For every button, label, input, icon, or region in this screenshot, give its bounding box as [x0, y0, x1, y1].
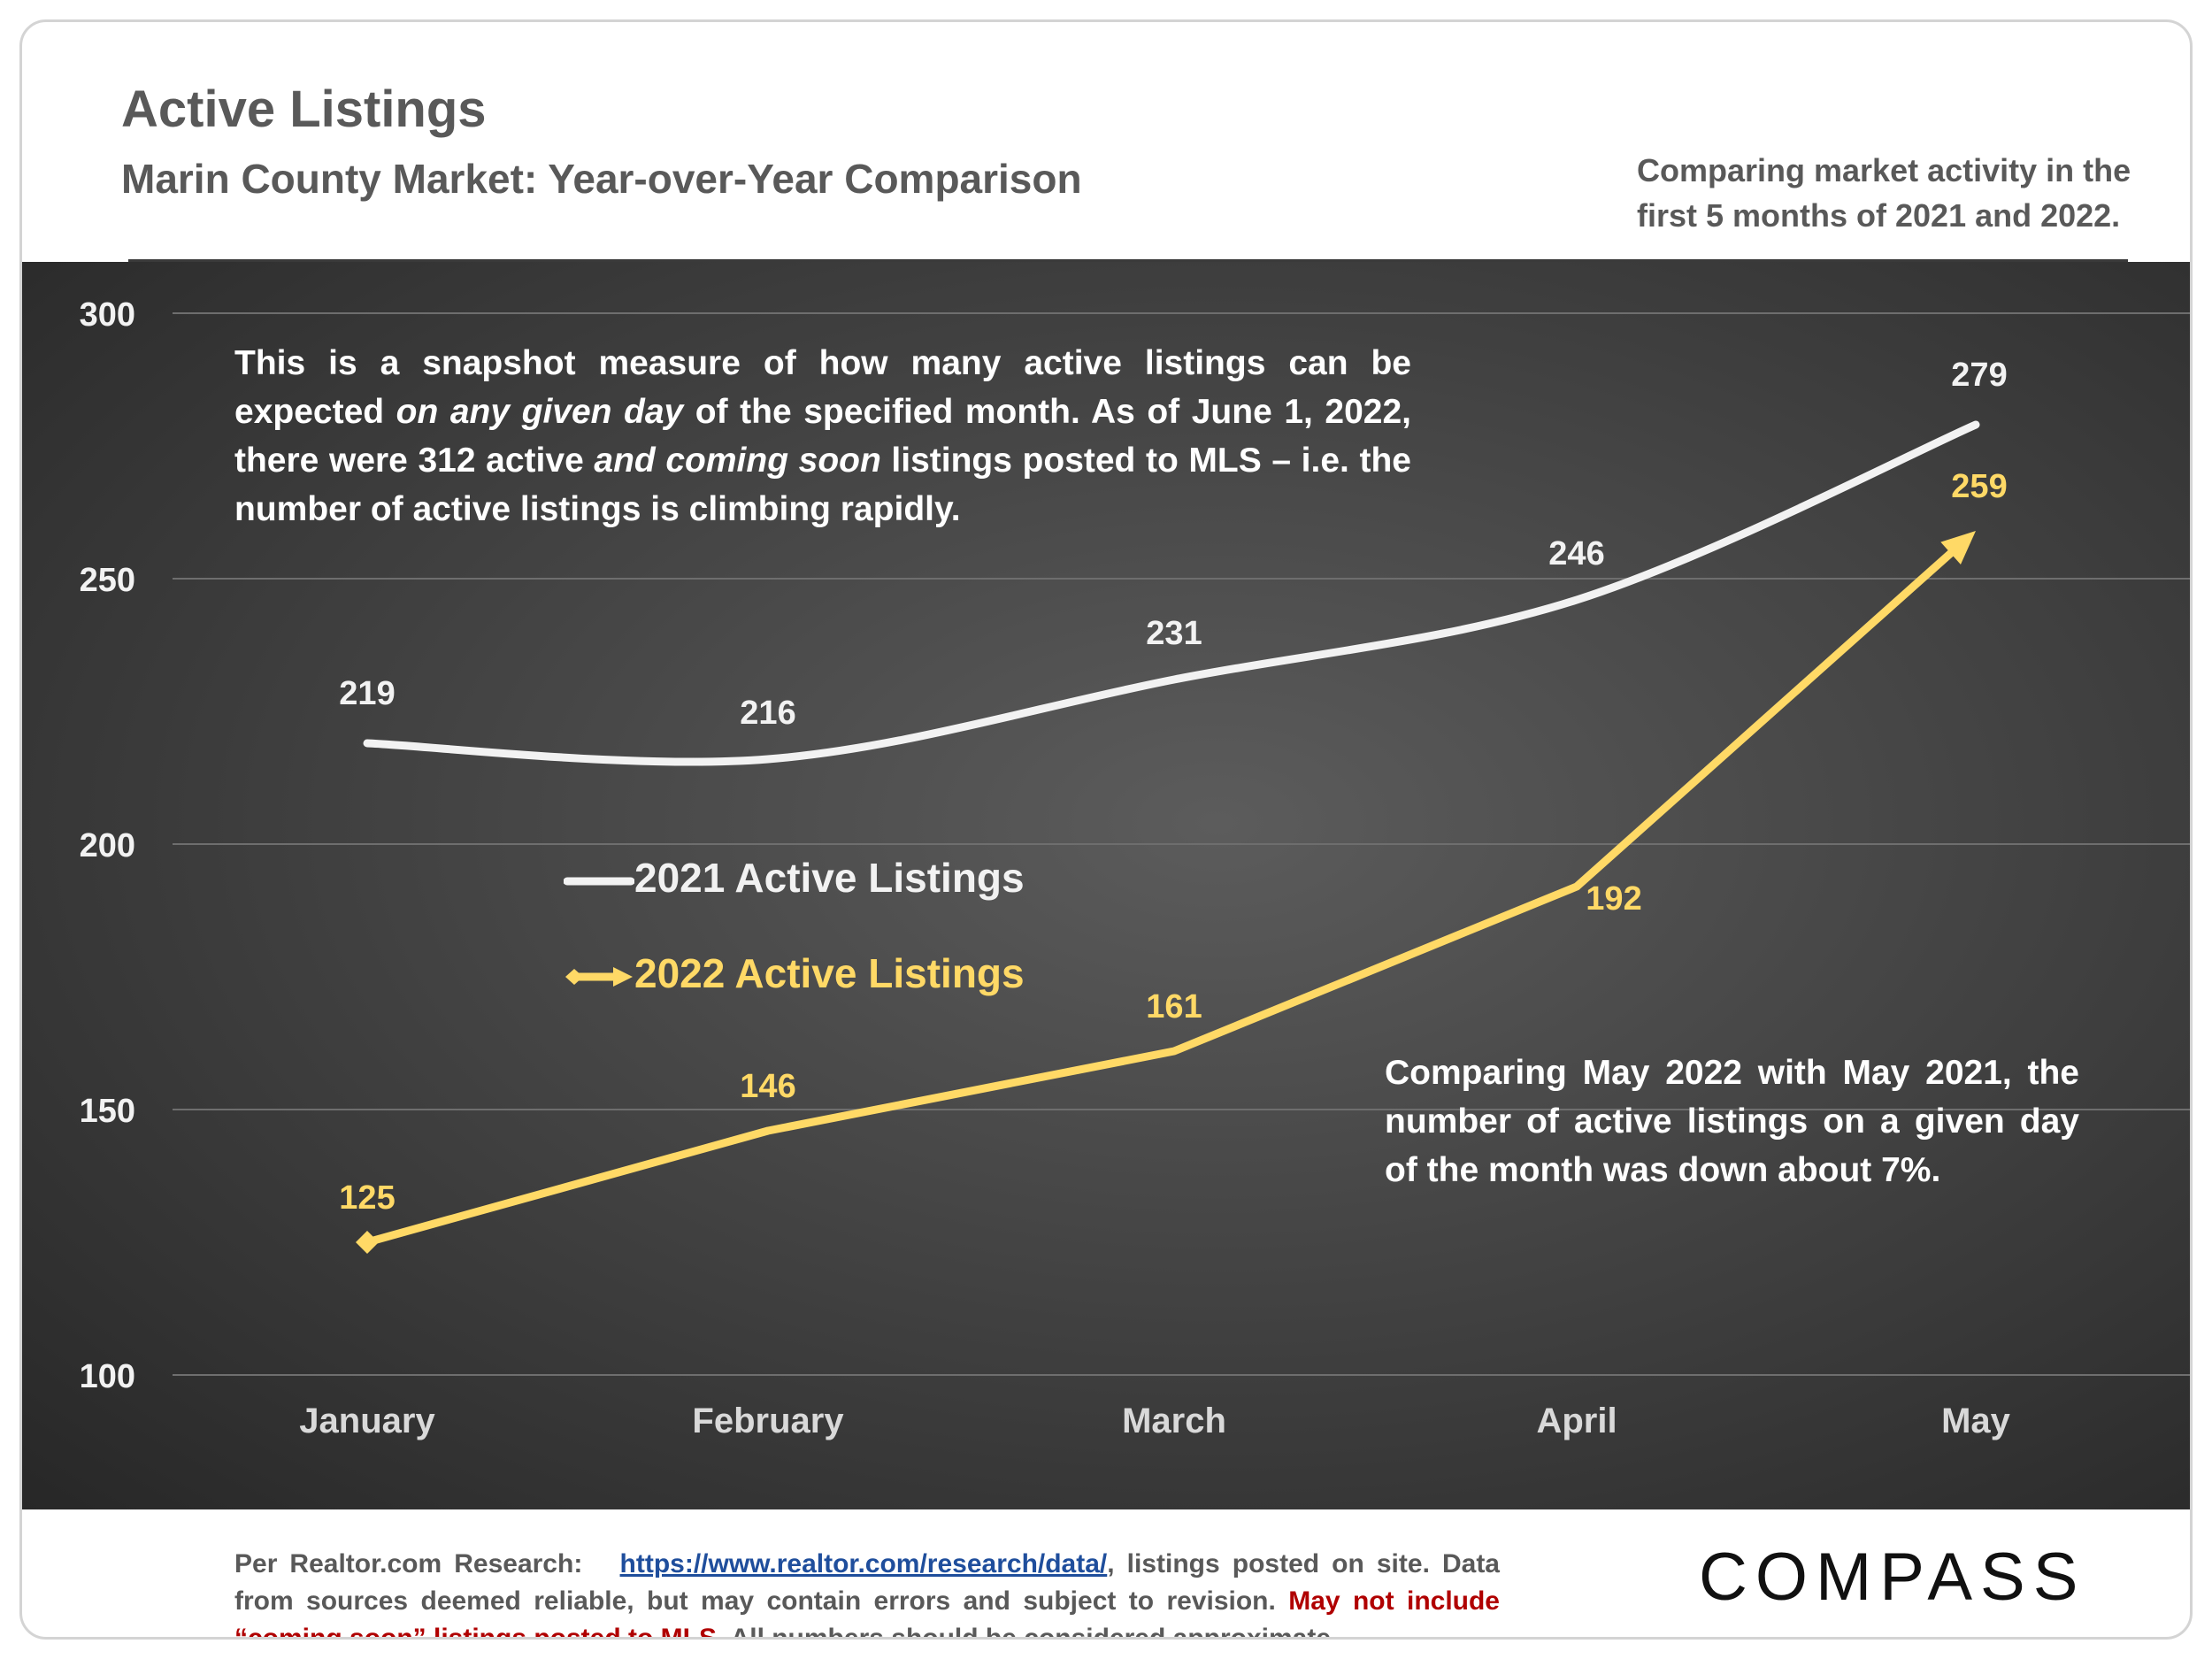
series-arrowhead-2022	[1940, 531, 1976, 565]
data-label-2022-february: 146	[740, 1068, 795, 1105]
snapshot-text-3: of the specified month. As of June 1, 20…	[234, 393, 1411, 480]
series-line-2021	[363, 420, 1980, 766]
legend-item-2021: 2021 Active Listings	[563, 855, 1025, 902]
page-title: Active Listings	[121, 81, 487, 138]
snapshot-text-1: This is a snapshot measure of how many a…	[234, 344, 1411, 431]
legend-label-2021: 2021 Active Listings	[634, 855, 1025, 901]
data-label-2021-january: 219	[339, 675, 395, 712]
line-chart: 100 150 200 250 300 January February March April…	[80, 296, 2190, 1440]
x-tick-label-april: April	[1536, 1402, 1617, 1440]
compass-logo: COMPASS	[1699, 1540, 2086, 1615]
snapshot-text-4: and coming soon	[594, 442, 881, 480]
data-label-2021-april: 246	[1548, 535, 1604, 572]
snapshot-text-2: on any given day	[396, 393, 684, 431]
data-label-2022-march: 161	[1146, 988, 1202, 1025]
source-lead: Per Realtor.com Research:	[234, 1549, 583, 1578]
source-link[interactable]: https://www.realtor.com/research/data/	[619, 1549, 1108, 1578]
chart-frame: Active Listings Marin County Market: Yea…	[19, 19, 2193, 1640]
source-note: Per Realtor.com Research: https://www.re…	[234, 1546, 1500, 1640]
y-tick-label-150: 150	[80, 1093, 135, 1130]
y-tick-label-200: 200	[80, 827, 135, 864]
snapshot-annotation: This is a snapshot measure of how many a…	[234, 339, 1411, 534]
y-tick-label-250: 250	[80, 562, 135, 599]
data-label-2022-april: 192	[1586, 880, 1641, 918]
source-tail: All numbers should be considered approxi…	[724, 1624, 1339, 1640]
data-label-2021-may: 279	[1951, 357, 2007, 394]
header-divider	[128, 259, 2128, 262]
source-warning: May not include “coming soon” listings p…	[234, 1586, 1500, 1640]
header-note: Comparing market activity in the first 5…	[1637, 152, 2131, 234]
data-label-2022-january: 125	[339, 1179, 395, 1217]
x-tick-label-january: January	[299, 1402, 435, 1440]
data-label-2021-february: 216	[740, 695, 795, 732]
x-tick-label-february: February	[692, 1402, 844, 1440]
y-tick-label-300: 300	[80, 296, 135, 334]
page-subtitle: Marin County Market: Year-over-Year Comp…	[121, 156, 1082, 202]
series-line-2022	[365, 542, 1962, 1247]
source-mid: , listings posted on site. Data from sou…	[234, 1549, 1500, 1616]
legend-swatch-2021	[563, 877, 635, 886]
y-tick-label-100: 100	[80, 1358, 135, 1395]
data-label-2021-march: 231	[1146, 615, 1202, 652]
chart-area: 100 150 200 250 300 January February March April…	[22, 262, 2190, 1509]
comparison-annotation: Comparing May 2022 with May 2021, the nu…	[1385, 1054, 2079, 1189]
legend-label-2022: 2022 Active Listings	[634, 950, 1025, 996]
x-tick-label-may: May	[1941, 1402, 2011, 1440]
series-start-marker-2022	[356, 1231, 379, 1254]
data-label-2022-may: 259	[1951, 468, 2007, 505]
snapshot-text-5: listings posted to MLS – i.e. the number…	[234, 442, 1411, 528]
legend-item-2022: 2022 Active Listings	[564, 953, 1025, 997]
x-tick-label-march: March	[1122, 1402, 1226, 1440]
legend-swatch-2022	[565, 966, 633, 987]
